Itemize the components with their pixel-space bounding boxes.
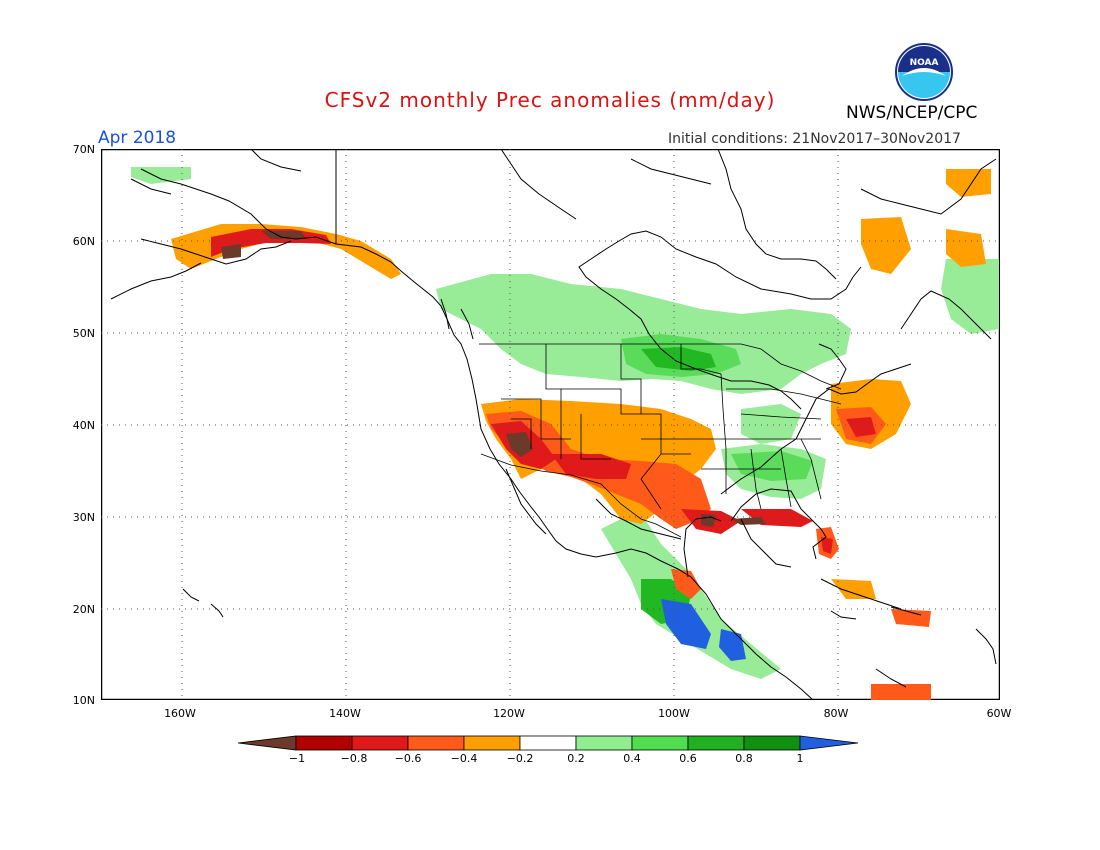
agency-label: NWS/NCEP/CPC bbox=[846, 103, 978, 123]
lon-label-120w: 120W bbox=[493, 707, 525, 720]
anomaly-region bbox=[741, 404, 801, 444]
anomaly-region bbox=[891, 609, 931, 627]
colorbar-segment bbox=[407, 735, 465, 751]
anomaly-region bbox=[731, 517, 766, 525]
colorbar-segment bbox=[238, 735, 297, 751]
anomaly-region bbox=[831, 579, 876, 599]
colorbar-tick: −0.8 bbox=[340, 752, 368, 765]
lat-label-30n: 30N bbox=[72, 511, 95, 524]
anomaly-region bbox=[871, 684, 931, 700]
colorbar-tick: 1 bbox=[796, 752, 804, 765]
anomaly-region bbox=[506, 432, 533, 457]
colorbar bbox=[238, 735, 859, 751]
lat-label-60n: 60N bbox=[72, 235, 95, 248]
anomaly-region bbox=[261, 231, 306, 239]
colorbar-tick: −1 bbox=[288, 752, 306, 765]
lat-label-40n: 40N bbox=[72, 419, 95, 432]
anomaly-region bbox=[436, 274, 851, 394]
colorbar-tick: 0.8 bbox=[735, 752, 753, 765]
lat-label-10n: 10N bbox=[72, 694, 95, 707]
colorbar-segment bbox=[743, 735, 801, 751]
lat-label-70n: 70N bbox=[72, 143, 95, 156]
colorbar-segment bbox=[631, 735, 689, 751]
colorbar-segment bbox=[351, 735, 409, 751]
lat-label-50n: 50N bbox=[72, 327, 95, 340]
colorbar-segment bbox=[799, 735, 859, 751]
anomaly-region bbox=[551, 454, 631, 479]
forecast-month: Apr 2018 bbox=[98, 128, 177, 148]
colorbar-segment bbox=[295, 735, 353, 751]
political-borders bbox=[479, 343, 842, 538]
anomaly-region bbox=[981, 264, 999, 289]
colorbar-tick: −0.2 bbox=[506, 752, 534, 765]
noaa-logo: NOAA bbox=[895, 43, 953, 101]
initial-conditions-label: Initial conditions: 21Nov2017–30Nov2017 bbox=[668, 131, 961, 147]
lon-label-140w: 140W bbox=[329, 707, 361, 720]
lon-label-160w: 160W bbox=[164, 707, 196, 720]
coastlines bbox=[110, 149, 997, 700]
anomaly-region bbox=[671, 569, 701, 599]
lon-label-60w: 60W bbox=[986, 707, 1012, 720]
anomaly-region bbox=[221, 244, 241, 259]
anomaly-region bbox=[946, 169, 991, 197]
colorbar-segment bbox=[463, 735, 521, 751]
colorbar-tick: 0.4 bbox=[623, 752, 641, 765]
svg-text:NOAA: NOAA bbox=[910, 58, 939, 68]
anomaly-region bbox=[946, 229, 986, 267]
lon-label-100w: 100W bbox=[658, 707, 690, 720]
colorbar-segment bbox=[519, 735, 577, 751]
anomaly-region bbox=[731, 451, 813, 481]
anomaly-region bbox=[641, 347, 716, 371]
anomaly-region bbox=[846, 417, 876, 437]
lon-label-80w: 80W bbox=[823, 707, 849, 720]
colorbar-tick: 0.2 bbox=[567, 752, 585, 765]
colorbar-tick: −0.6 bbox=[394, 752, 422, 765]
anomaly-region bbox=[821, 537, 833, 554]
anomaly-region bbox=[861, 217, 911, 274]
anomaly-cells bbox=[131, 167, 999, 700]
colorbar-segment bbox=[687, 735, 745, 751]
precip-anomaly-map bbox=[101, 149, 1000, 700]
colorbar-tick: 0.6 bbox=[679, 752, 697, 765]
lat-label-20n: 20N bbox=[72, 603, 95, 616]
colorbar-segment bbox=[575, 735, 633, 751]
colorbar-tick: −0.4 bbox=[450, 752, 478, 765]
chart-title: CFSv2 monthly Prec anomalies (mm/day) bbox=[324, 88, 776, 112]
